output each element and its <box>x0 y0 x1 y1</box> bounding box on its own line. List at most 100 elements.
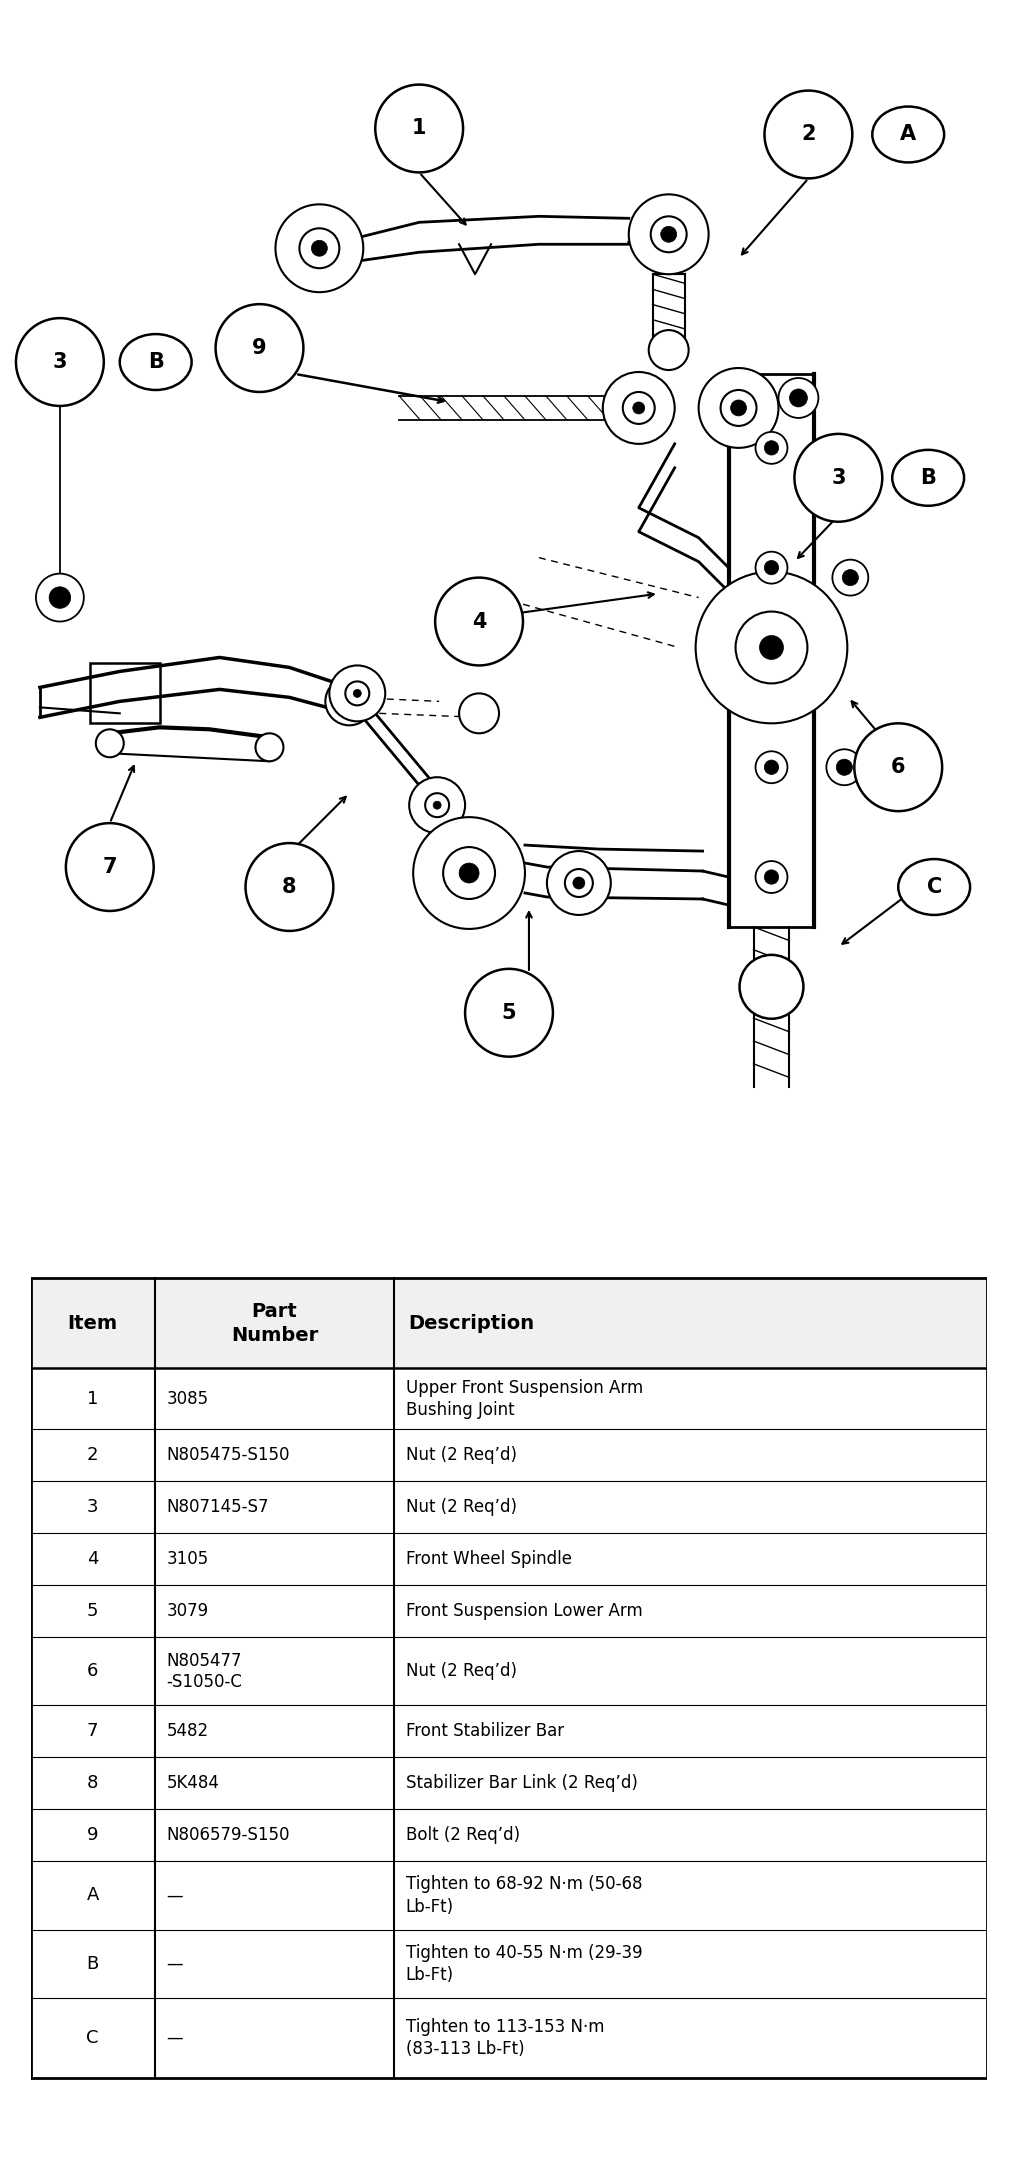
Circle shape <box>36 573 83 622</box>
Text: N807145-S7: N807145-S7 <box>166 1498 269 1517</box>
Ellipse shape <box>120 335 191 389</box>
Circle shape <box>573 877 585 888</box>
Text: Front Stabilizer Bar: Front Stabilizer Bar <box>405 1722 564 1740</box>
Text: Bolt (2 Req’d): Bolt (2 Req’d) <box>405 1826 520 1843</box>
Text: 7: 7 <box>103 858 117 877</box>
Circle shape <box>603 372 675 443</box>
Text: B: B <box>920 467 937 488</box>
Text: 3: 3 <box>53 352 67 372</box>
Text: Tighten to 68-92 N·m (50-68
Lb-Ft): Tighten to 68-92 N·m (50-68 Lb-Ft) <box>405 1876 642 1915</box>
Text: B: B <box>148 352 164 372</box>
Text: 7: 7 <box>87 1722 99 1740</box>
Circle shape <box>755 432 788 465</box>
Circle shape <box>648 331 688 370</box>
Circle shape <box>629 194 709 274</box>
Circle shape <box>465 968 553 1057</box>
Circle shape <box>789 389 807 406</box>
Circle shape <box>836 759 852 776</box>
Circle shape <box>765 871 779 884</box>
Circle shape <box>443 847 495 899</box>
Circle shape <box>755 860 788 892</box>
Circle shape <box>854 724 942 810</box>
Ellipse shape <box>892 449 964 506</box>
Circle shape <box>326 676 374 726</box>
Circle shape <box>459 694 499 733</box>
Text: Front Wheel Spindle: Front Wheel Spindle <box>405 1549 572 1569</box>
Bar <box>31 1279 987 1368</box>
Text: 9: 9 <box>252 337 267 359</box>
Text: 1: 1 <box>412 119 427 138</box>
Circle shape <box>216 305 303 391</box>
Circle shape <box>433 802 441 808</box>
Text: Nut (2 Req’d): Nut (2 Req’d) <box>405 1446 517 1465</box>
Text: Front Suspension Lower Arm: Front Suspension Lower Arm <box>405 1601 642 1621</box>
Text: 6: 6 <box>88 1662 99 1681</box>
Circle shape <box>736 612 807 683</box>
Text: A: A <box>900 125 916 145</box>
Circle shape <box>731 400 746 415</box>
Circle shape <box>409 778 465 834</box>
Text: Description: Description <box>408 1314 534 1333</box>
Circle shape <box>698 367 779 447</box>
Circle shape <box>623 391 655 424</box>
Circle shape <box>353 689 361 698</box>
Text: Tighten to 40-55 N·m (29-39
Lb-Ft): Tighten to 40-55 N·m (29-39 Lb-Ft) <box>405 1943 642 1984</box>
Circle shape <box>435 577 523 666</box>
Circle shape <box>276 205 363 292</box>
Text: N805477
-S1050-C: N805477 -S1050-C <box>166 1651 242 1690</box>
Text: 3079: 3079 <box>166 1601 209 1621</box>
Circle shape <box>779 378 818 417</box>
Ellipse shape <box>872 106 944 162</box>
Circle shape <box>755 752 788 782</box>
Text: 3: 3 <box>831 467 846 488</box>
Text: Nut (2 Req’d): Nut (2 Req’d) <box>405 1498 517 1517</box>
Circle shape <box>547 851 611 914</box>
Text: A: A <box>87 1887 99 1904</box>
Text: 8: 8 <box>282 877 296 897</box>
Circle shape <box>827 441 862 475</box>
Text: 3105: 3105 <box>166 1549 209 1569</box>
Circle shape <box>413 817 525 929</box>
Ellipse shape <box>898 860 970 914</box>
Circle shape <box>759 635 784 659</box>
Circle shape <box>827 750 862 784</box>
Circle shape <box>459 862 479 884</box>
Circle shape <box>376 84 463 173</box>
Text: B: B <box>87 1954 99 1973</box>
Circle shape <box>633 402 644 415</box>
Text: Upper Front Suspension Arm
Bushing Joint: Upper Front Suspension Arm Bushing Joint <box>405 1379 643 1420</box>
Circle shape <box>66 823 154 912</box>
Circle shape <box>721 389 756 426</box>
Text: 5: 5 <box>502 1003 516 1022</box>
Text: —: — <box>166 1954 183 1973</box>
Text: Nut (2 Req’d): Nut (2 Req’d) <box>405 1662 517 1681</box>
Circle shape <box>794 434 883 521</box>
Text: 5482: 5482 <box>166 1722 209 1740</box>
Text: 2: 2 <box>87 1446 99 1465</box>
Circle shape <box>245 843 333 931</box>
Text: 9: 9 <box>87 1826 99 1843</box>
Circle shape <box>256 733 283 761</box>
Text: 5K484: 5K484 <box>166 1774 219 1791</box>
Text: C: C <box>926 877 942 897</box>
Circle shape <box>565 869 592 897</box>
Text: Item: Item <box>67 1314 118 1333</box>
Text: Stabilizer Bar Link (2 Req’d): Stabilizer Bar Link (2 Req’d) <box>405 1774 637 1791</box>
Circle shape <box>49 588 70 609</box>
Text: —: — <box>166 2029 183 2046</box>
Bar <box>31 1279 987 2079</box>
Text: 1: 1 <box>88 1390 99 1407</box>
Text: 4: 4 <box>471 612 487 631</box>
Circle shape <box>695 573 847 724</box>
Circle shape <box>739 955 803 1018</box>
Circle shape <box>755 551 788 583</box>
Circle shape <box>426 793 449 817</box>
Circle shape <box>765 441 779 456</box>
Text: 6: 6 <box>891 756 905 778</box>
Text: 5: 5 <box>87 1601 99 1621</box>
Text: Part
Number: Part Number <box>231 1303 319 1344</box>
Circle shape <box>299 229 339 268</box>
Text: 2: 2 <box>801 125 815 145</box>
Text: 4: 4 <box>87 1549 99 1569</box>
Text: C: C <box>87 2029 99 2046</box>
